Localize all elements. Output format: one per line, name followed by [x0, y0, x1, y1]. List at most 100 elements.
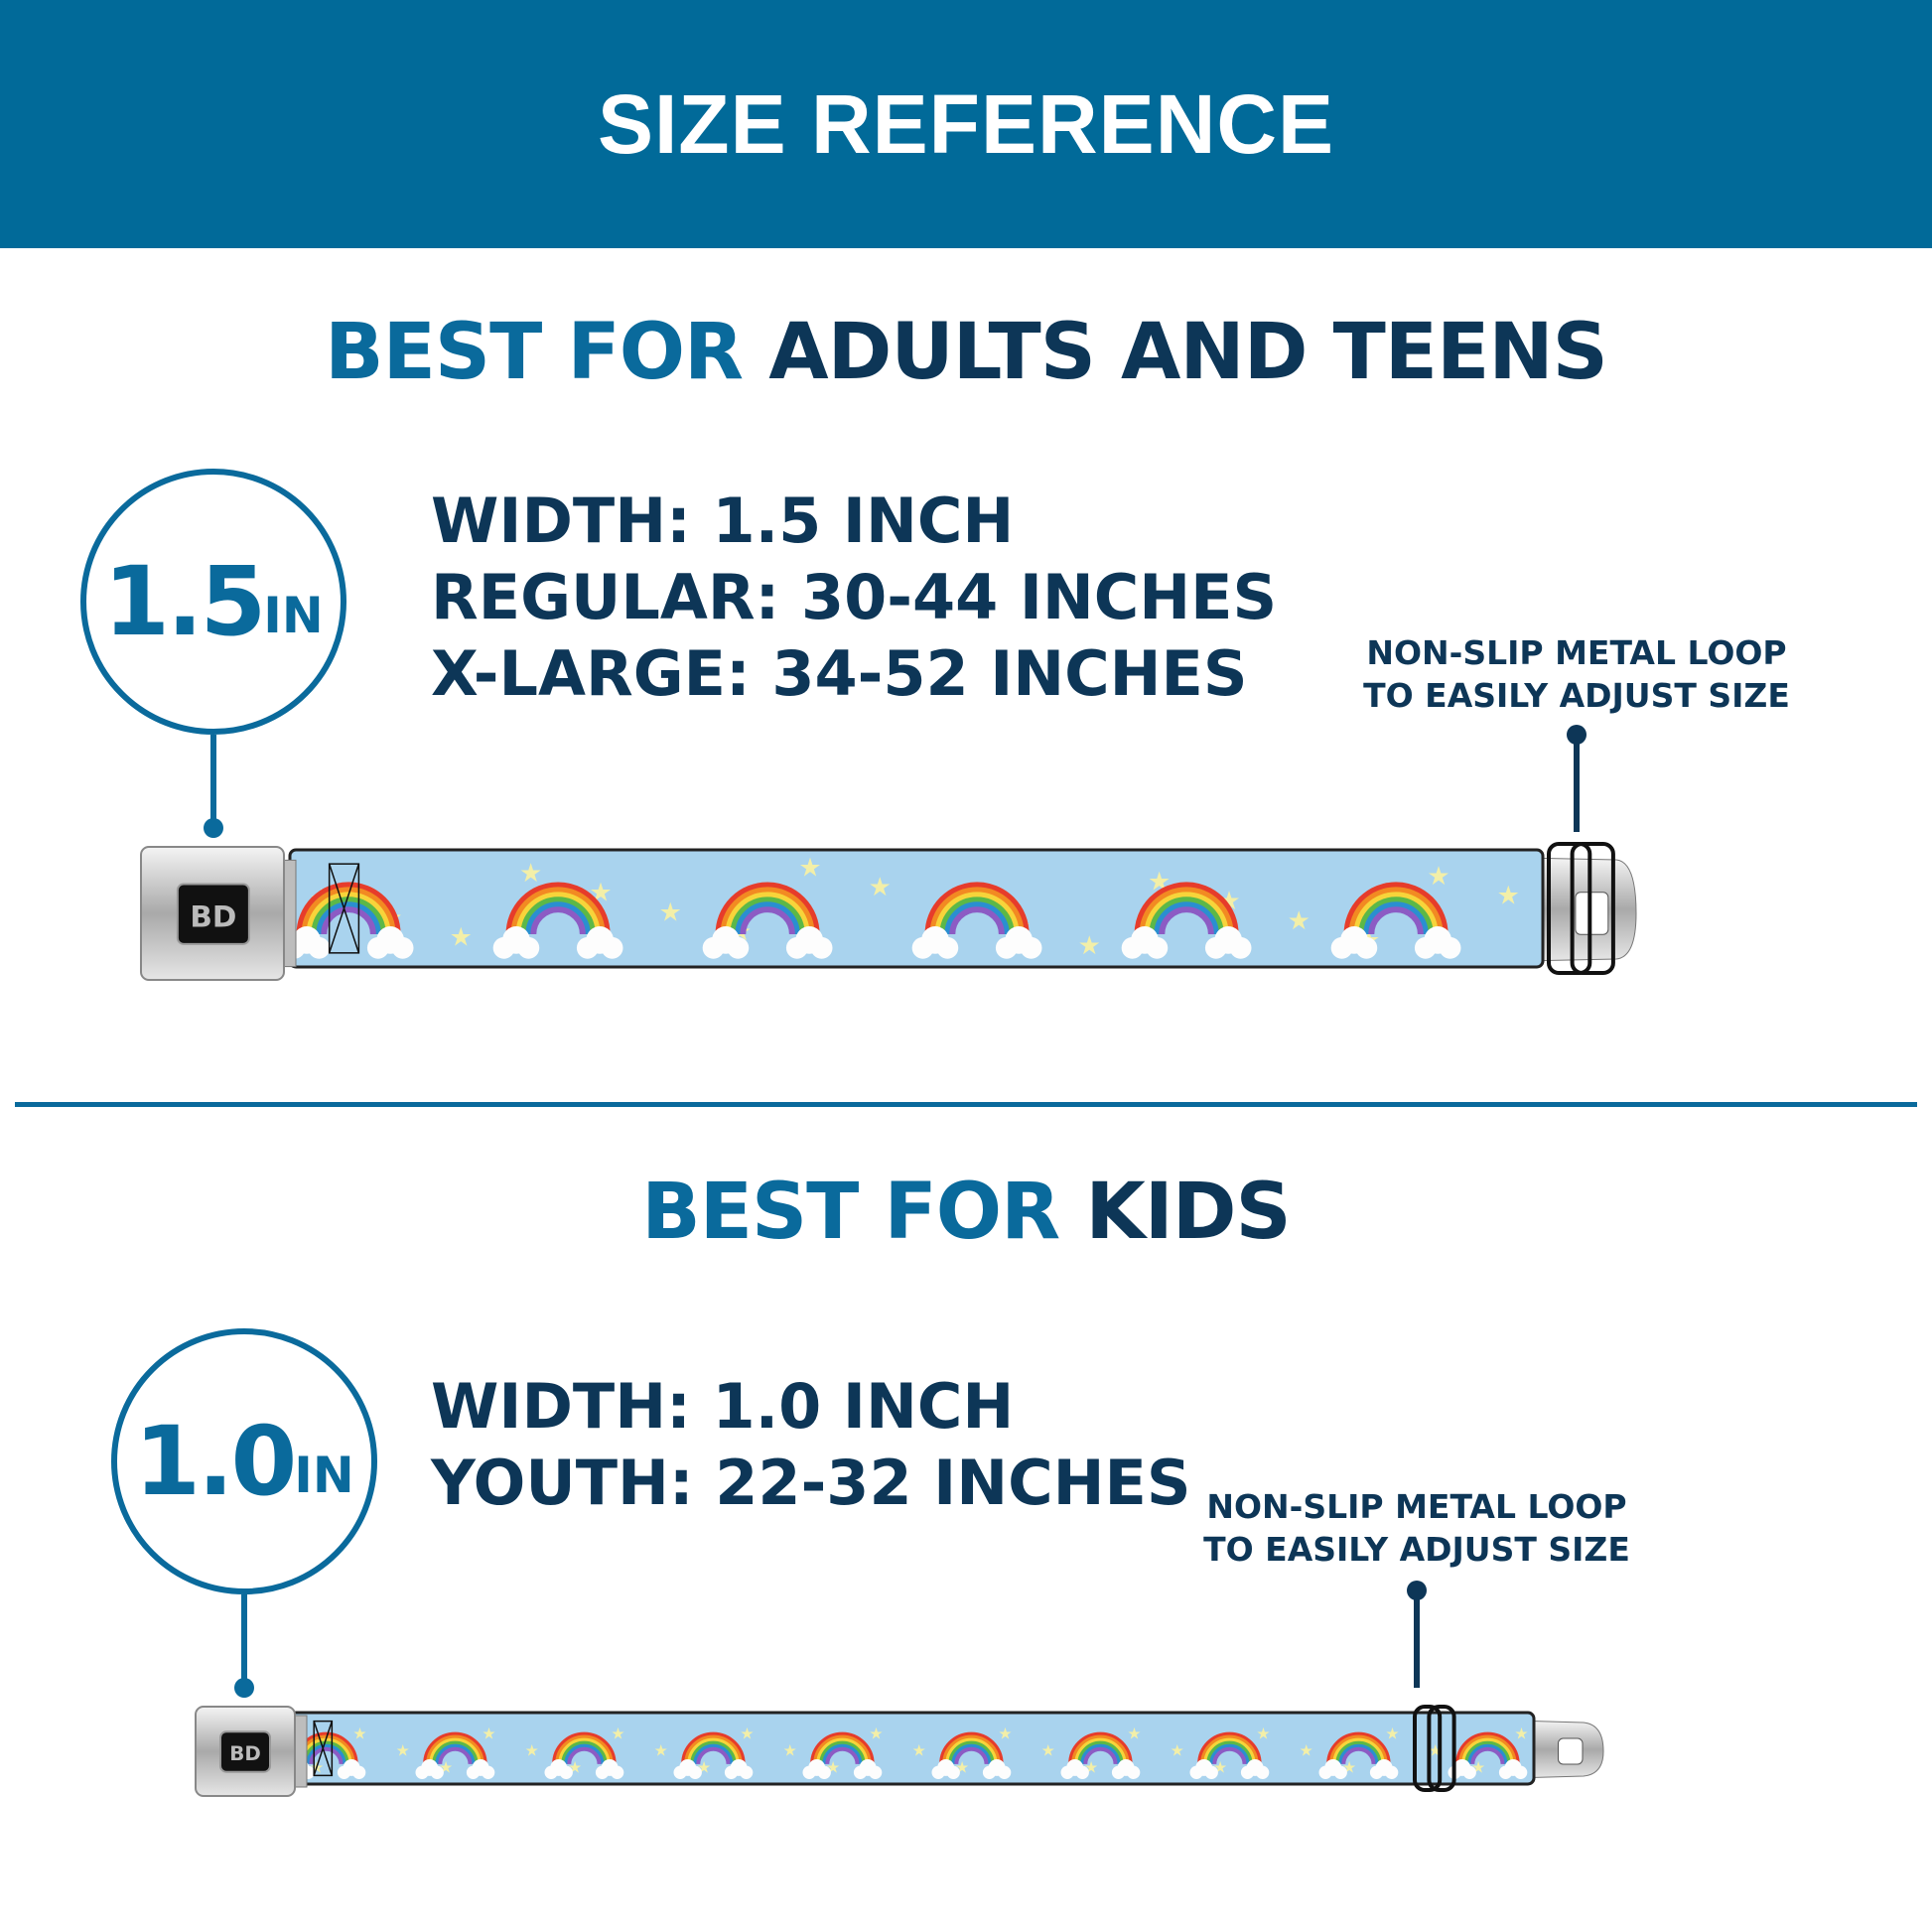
rainbow-band — [1074, 1737, 1127, 1764]
rainbow-band — [934, 892, 1020, 935]
rainbow-band — [520, 897, 596, 935]
rainbow-band — [1332, 1738, 1385, 1764]
annotation-line-pointer — [1414, 1588, 1420, 1688]
rainbow-band — [949, 906, 1005, 935]
rainbow-band — [316, 901, 381, 935]
star-icon: ★ — [740, 1724, 754, 1742]
rainbow-band — [1326, 1731, 1391, 1764]
rainbow-band — [1212, 1746, 1247, 1765]
buckle-logo: BD — [190, 899, 236, 933]
badge-connector-line — [241, 1594, 247, 1684]
rainbow-band — [510, 887, 606, 935]
rainbow-band — [1467, 1744, 1508, 1765]
rainbow-band — [684, 1734, 743, 1764]
star-icon: ★ — [1427, 862, 1449, 892]
star-icon: ★ — [611, 1724, 624, 1742]
rainbow-band — [1338, 1744, 1379, 1765]
loop-annotation-adults: NON-SLIP METAL LOOP TO EASILY ADJUST SIZ… — [1328, 631, 1825, 717]
rainbow-band — [561, 1740, 608, 1764]
cloud-icon — [936, 936, 959, 959]
rainbow-band — [730, 897, 805, 935]
star-icon: ★ — [1041, 1741, 1055, 1760]
rainbow-band — [558, 1737, 611, 1764]
rainbow-band — [819, 1740, 866, 1764]
star-icon: ★ — [783, 1741, 797, 1760]
rainbow-band — [1461, 1738, 1514, 1764]
metal-loop-icon — [1413, 1705, 1443, 1792]
rainbow-band — [816, 1737, 869, 1764]
width-badge-1-0: 1.0 IN — [111, 1328, 377, 1594]
cloud-icon — [601, 936, 623, 959]
rainbow-band — [1470, 1746, 1505, 1765]
rainbow-band — [696, 1746, 731, 1765]
cloud-icon — [308, 936, 331, 959]
rainbow-band — [693, 1743, 734, 1764]
seatbelt-belt-kids: ★★★★★★★★★★★★★★★★★★★★★★★★★★★★★BD — [195, 1705, 1604, 1797]
cloud-icon — [1229, 936, 1252, 959]
cloud-icon — [946, 1765, 960, 1779]
rainbow-band — [432, 1740, 479, 1764]
rainbow-band — [1197, 1731, 1262, 1764]
cloud-icon — [998, 1765, 1012, 1779]
rainbow-band — [1071, 1734, 1130, 1764]
cloud-icon — [430, 1765, 444, 1779]
stitch-box — [313, 1720, 334, 1777]
rainbow-band — [929, 887, 1025, 935]
stitch-box — [328, 863, 360, 954]
rainbow-band — [1077, 1740, 1124, 1764]
badge-unit: IN — [294, 1447, 354, 1504]
rainbow-band — [296, 882, 401, 934]
rainbow-band — [939, 1731, 1004, 1764]
rainbow-band — [1368, 906, 1424, 935]
star-icon: ★ — [482, 1724, 495, 1742]
rainbow-band — [321, 906, 376, 935]
width-badge-1-5: 1.5 IN — [80, 469, 346, 735]
cloud-icon — [482, 1765, 495, 1779]
tip-hole — [1558, 1737, 1584, 1765]
rainbow-band — [306, 1743, 346, 1764]
rainbow-pattern: ★★★★★★★★★★★★★★★★★★★★★★★★★★★★★ — [290, 1724, 1529, 1779]
annotation-line: TO EASILY ADJUST SIZE — [1203, 1530, 1630, 1569]
star-icon: ★ — [1514, 1724, 1528, 1742]
rainbow-band — [1134, 882, 1239, 934]
section-heading-adults: BEST FOR ADULTS AND TEENS — [0, 308, 1932, 397]
rainbow-band — [1149, 897, 1224, 935]
star-icon: ★ — [450, 923, 473, 953]
buckle-logo-plate — [219, 1730, 271, 1773]
star-icon: ★ — [798, 853, 821, 883]
rainbow-band — [301, 887, 396, 935]
star-icon: ★ — [1171, 1741, 1184, 1760]
tip-hole — [1575, 892, 1609, 935]
cloud-icon — [1462, 1765, 1476, 1779]
rainbow-pattern: ★★★★★★★★★★★★★★★★★★ — [290, 853, 1520, 961]
rainbow-band — [1353, 892, 1439, 935]
star-icon: ★ — [1127, 1724, 1141, 1742]
star-icon: ★ — [869, 873, 892, 902]
spec-width: WIDTH: 1.0 INCH — [431, 1370, 1015, 1443]
rainbow-band — [1358, 897, 1434, 935]
spec-width: WIDTH: 1.5 INCH — [431, 484, 1015, 557]
rainbow-band — [438, 1746, 473, 1765]
badge-unit: IN — [263, 587, 324, 644]
rainbow-band — [525, 901, 591, 935]
rainbow-band — [740, 906, 795, 935]
rainbow-band — [1159, 906, 1214, 935]
rainbow-band — [435, 1743, 476, 1764]
star-icon: ★ — [869, 1724, 883, 1742]
cloud-icon — [810, 936, 833, 959]
rainbow-band — [1139, 888, 1234, 935]
rainbow-band — [1455, 1731, 1520, 1764]
rainbow-band — [681, 1731, 746, 1764]
rainbow-band — [429, 1737, 482, 1764]
rainbow-band — [1363, 901, 1429, 935]
rainbow-band — [1341, 1746, 1376, 1765]
heading-prefix: BEST FOR — [641, 1168, 1060, 1257]
metal-loop-icon — [1547, 842, 1592, 975]
rainbow-band — [564, 1743, 605, 1764]
rainbow-band — [944, 901, 1010, 935]
cloud-icon — [1385, 1765, 1399, 1779]
rainbow-band — [687, 1737, 740, 1764]
heading-main: ADULTS AND TEENS — [768, 308, 1608, 397]
rainbow-band — [1083, 1746, 1118, 1765]
cloud-icon — [517, 936, 540, 959]
